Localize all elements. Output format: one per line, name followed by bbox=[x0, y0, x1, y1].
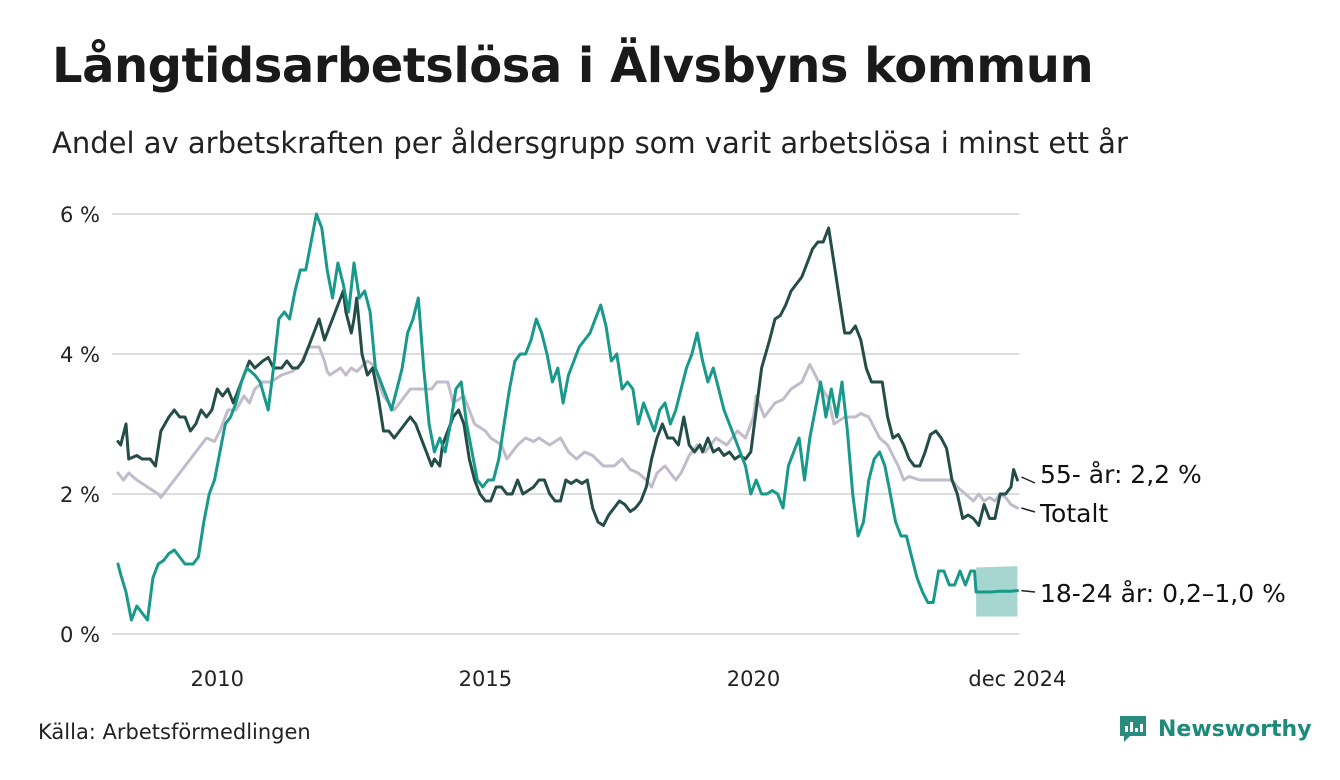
y-tick-label: 6 % bbox=[60, 203, 100, 227]
series-line-total bbox=[116, 345, 1019, 510]
chart-subtitle: Andel av arbetskraften per åldersgrupp s… bbox=[52, 126, 1128, 160]
series-lines bbox=[116, 212, 1019, 622]
series-end-labels: Totalt 55- år: 2,2 % 18-24 år: 0,2–1,0 % bbox=[1021, 460, 1286, 608]
line-chart: Totalt 55- år: 2,2 % 18-24 år: 0,2–1,0 % 0… bbox=[60, 203, 1286, 691]
axis-labels: 0 % 2 % 4 % 6 % 2010 2015 2020 dec 2024 bbox=[60, 203, 1066, 691]
brand-name: Newsworthy bbox=[1158, 716, 1312, 742]
series-end-label: 18-24 år: 0,2–1,0 % bbox=[1040, 579, 1286, 608]
end-label-connector bbox=[1021, 476, 1036, 484]
chart-title: Långtidsarbetslösa i Älvsbyns kommun bbox=[52, 38, 1094, 94]
series-end-label: 55- år: 2,2 % bbox=[1040, 460, 1202, 489]
y-tick-label: 2 % bbox=[60, 483, 100, 507]
series-line-age1824 bbox=[116, 212, 1019, 622]
brand-logo: Newsworthy bbox=[1118, 714, 1312, 744]
newsworthy-logo-icon bbox=[1120, 716, 1146, 742]
x-tick-label: 2015 bbox=[459, 667, 512, 691]
x-tick-label: 2020 bbox=[727, 667, 780, 691]
end-label-connector bbox=[1021, 589, 1036, 593]
x-tick-label: dec 2024 bbox=[968, 667, 1066, 691]
end-label-connector bbox=[1021, 507, 1036, 513]
series-end-label: Totalt bbox=[1039, 499, 1108, 528]
series-line-age55 bbox=[116, 226, 1019, 527]
x-tick-label: 2010 bbox=[190, 667, 243, 691]
y-tick-label: 4 % bbox=[60, 343, 100, 367]
source-note: Källa: Arbetsförmedlingen bbox=[38, 720, 311, 744]
y-tick-label: 0 % bbox=[60, 623, 100, 647]
gridlines bbox=[112, 213, 1019, 635]
